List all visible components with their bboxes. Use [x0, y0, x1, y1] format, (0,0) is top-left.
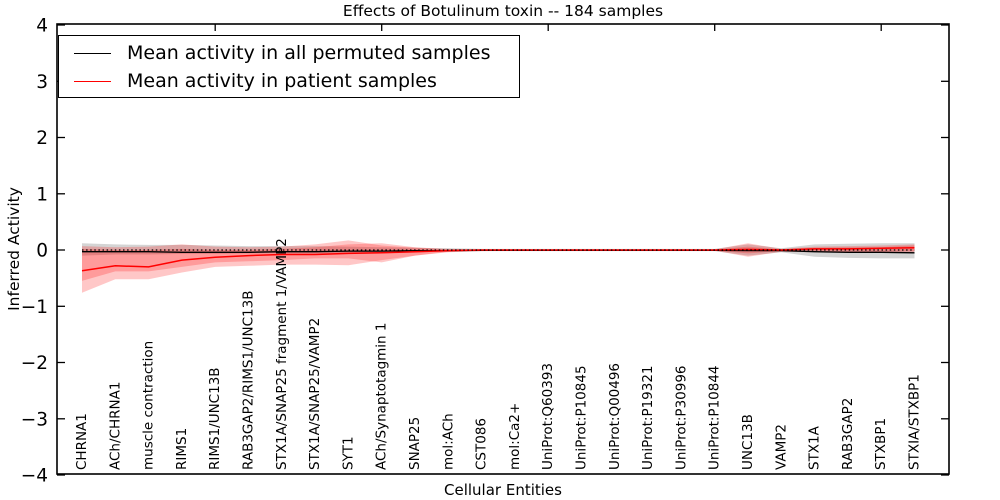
category-tick-label: RAB3GAP2	[840, 398, 856, 470]
band-patient-samples-spread-outer	[82, 240, 915, 293]
category-tick-label: mol:Ca2+	[507, 403, 523, 470]
legend: Mean activity in all permuted samples Me…	[58, 35, 520, 98]
category-tick-label: SYT1	[340, 436, 356, 470]
y-tick-label: 1	[36, 184, 48, 205]
category-tick-label: STX1A	[807, 425, 823, 470]
band-patient-samples-spread-inner	[82, 243, 915, 281]
category-tick-label: UniProt:Q00496	[607, 363, 623, 470]
legend-item-permuted: Mean activity in all permuted samples	[74, 39, 519, 67]
legend-label: Mean activity in patient samples	[127, 70, 437, 92]
category-tick-label: RAB3GAP2/RIMS1/UNC13B	[241, 291, 257, 470]
category-tick-label: UNC13B	[740, 414, 756, 470]
category-tick-label: VAMP2	[773, 424, 789, 470]
category-tick-label: RIMS1/UNC13B	[207, 367, 223, 470]
x-axis-label: Cellular Entities	[444, 481, 562, 499]
category-tick-label: UniProt:Q60393	[540, 363, 556, 470]
category-tick-label: mol:ACh	[440, 413, 456, 470]
y-tick-label: −3	[21, 409, 48, 430]
y-tick-label: 4	[36, 16, 48, 37]
category-tick-label: UniProt:P30996	[673, 365, 689, 470]
category-tick-label: CHRNA1	[74, 413, 90, 470]
y-tick-label: −2	[21, 353, 48, 374]
permuted-line-sample-icon	[74, 52, 111, 54]
patient-line-sample-icon	[74, 80, 111, 82]
category-tick-label: CST086	[474, 418, 490, 470]
category-tick-label: ACh/Synaptotagmin 1	[374, 322, 390, 470]
category-tick-label: STX1A/SNAP25 fragment 1/VAMP2	[274, 238, 290, 470]
category-tick-label: RIMS1	[174, 428, 190, 470]
y-tick-label: 2	[36, 128, 48, 149]
legend-label: Mean activity in all permuted samples	[127, 42, 491, 64]
category-tick-label: UniProt:P10844	[707, 365, 723, 470]
axes-frame	[56, 23, 950, 475]
category-tick-label: UniProt:P10845	[574, 365, 590, 470]
chart-title: Effects of Botulinum toxin -- 184 sample…	[342, 2, 664, 20]
y-tick-label: −4	[21, 466, 48, 487]
y-tick-label: −1	[21, 297, 48, 318]
y-axis-label: Inferred Activity	[5, 187, 23, 311]
category-tick-label: UniProt:P19321	[640, 365, 656, 470]
category-tick-label: STX1A/SNAP25/VAMP2	[307, 318, 323, 470]
category-tick-label: STXIA/STXBP1	[907, 374, 923, 470]
category-tick-label: muscle contraction	[141, 341, 157, 470]
y-tick-label: 3	[36, 72, 48, 93]
y-tick-label: 0	[36, 241, 48, 262]
legend-item-patient: Mean activity in patient samples	[74, 67, 519, 95]
category-tick-label: ACh/CHRNA1	[107, 382, 123, 470]
category-tick-label: STXBP1	[873, 418, 889, 470]
category-tick-label: SNAP25	[407, 417, 423, 470]
